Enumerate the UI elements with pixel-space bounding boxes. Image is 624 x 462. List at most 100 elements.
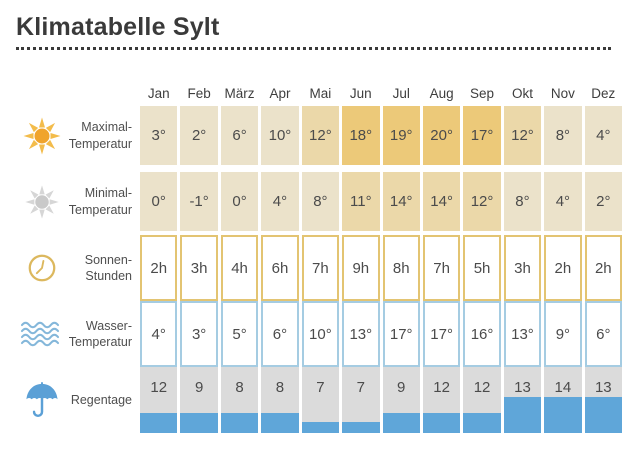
table-cell: 13° bbox=[342, 301, 380, 367]
rain-days-value: 12 bbox=[150, 379, 168, 396]
table-cell: 18° bbox=[342, 106, 380, 165]
header-spacer bbox=[16, 79, 140, 103]
table-cell: 0° bbox=[220, 172, 259, 231]
rain-days-cells: 12 9 8 8 7 7 9 12 12 13 14 13 bbox=[140, 367, 622, 433]
row-label-cell: Minimal- Temperatur bbox=[16, 172, 140, 231]
table-cell: 9 bbox=[180, 367, 218, 433]
rain-amount-bar bbox=[180, 413, 218, 433]
rain-days-value: 9 bbox=[397, 379, 406, 396]
rain-amount-bar bbox=[220, 413, 259, 433]
table-cell: 14° bbox=[382, 172, 420, 231]
table-cell: -1° bbox=[180, 172, 218, 231]
row-label: Regentage bbox=[70, 392, 132, 407]
rain-amount-bar bbox=[422, 413, 461, 433]
clock-icon bbox=[16, 252, 68, 284]
table-cell: 8° bbox=[544, 106, 582, 165]
row-rain-days: Regentage 12 9 8 8 7 7 9 12 12 13 14 13 bbox=[16, 367, 624, 433]
rain-days-value: 13 bbox=[594, 379, 612, 396]
table-cell: 12 bbox=[422, 367, 461, 433]
table-cell: 8 bbox=[261, 367, 299, 433]
row-label: Sonnen- Stunden bbox=[84, 252, 132, 283]
table-cell: 9° bbox=[544, 301, 582, 367]
sun-hours-cells: 2h 3h 4h 6h 7h 9h 8h 7h 5h 3h 2h 2h bbox=[140, 235, 622, 301]
rain-days-value: 8 bbox=[235, 379, 244, 396]
table-cell: 12° bbox=[463, 172, 501, 231]
month-header: Mai bbox=[309, 86, 332, 101]
rain-amount-bar bbox=[503, 397, 542, 433]
table-cell: 12° bbox=[301, 106, 340, 165]
row-label: Minimal- Temperatur bbox=[68, 186, 132, 217]
table-cell: 14 bbox=[544, 367, 582, 433]
table-cell: 17° bbox=[463, 106, 501, 165]
table-cell: 8° bbox=[301, 172, 340, 231]
row-label-cell: Wasser- Temperatur bbox=[16, 301, 140, 367]
table-cell: 9h bbox=[342, 235, 380, 301]
month-header: Apr bbox=[269, 86, 291, 101]
table-cell: 2h bbox=[140, 235, 178, 301]
rain-amount-bar bbox=[382, 413, 420, 433]
table-cell: 7 bbox=[301, 367, 340, 433]
table-cell: 10° bbox=[301, 301, 340, 367]
row-min-temperature: Minimal- Temperatur 0° -1° 0° 4° 8° 11° 14° 14°… bbox=[16, 172, 624, 231]
table-cell: 4° bbox=[544, 172, 582, 231]
month-header: Okt bbox=[511, 86, 533, 101]
title-dotted-rule bbox=[16, 47, 611, 50]
rain-amount-bar bbox=[544, 397, 582, 433]
table-cell: 3h bbox=[503, 235, 542, 301]
month-header: Jul bbox=[392, 86, 410, 101]
table-cell: 12 bbox=[463, 367, 501, 433]
row-label-cell: Sonnen- Stunden bbox=[16, 235, 140, 301]
waves-icon bbox=[16, 320, 68, 348]
table-cell: 3° bbox=[180, 301, 218, 367]
month-header-cells: Jan Feb März Apr Mai Jun Jul Aug Sep Okt Nov Dez bbox=[140, 79, 622, 103]
table-cell: 6° bbox=[220, 106, 259, 165]
page: Klimatabelle Sylt Jan Feb März Apr Mai Jun Jul… bbox=[16, 13, 624, 433]
table-cell: 5° bbox=[220, 301, 259, 367]
table-cell: 0° bbox=[140, 172, 178, 231]
row-label: Wasser- Temperatur bbox=[68, 318, 132, 349]
table-cell: 13 bbox=[584, 367, 622, 433]
page-title: Klimatabelle Sylt bbox=[16, 13, 220, 41]
table-cell: 7h bbox=[301, 235, 340, 301]
row-water-temperature: Wasser- Temperatur 4° 3° 5° 6° 10° 13° 17° 17° 1… bbox=[16, 301, 624, 367]
table-cell: 6° bbox=[584, 301, 622, 367]
rain-days-value: 14 bbox=[554, 379, 572, 396]
sun-dim-icon bbox=[16, 184, 68, 220]
month-header: März bbox=[224, 86, 255, 101]
rain-amount-bar bbox=[463, 413, 501, 433]
table-cell: 8h bbox=[382, 235, 420, 301]
rain-amount-bar bbox=[140, 413, 178, 433]
table-cell: 16° bbox=[463, 301, 501, 367]
table-cell: 2h bbox=[584, 235, 622, 301]
table-cell: 4° bbox=[140, 301, 178, 367]
rain-amount-bar bbox=[301, 422, 340, 433]
rain-days-value: 7 bbox=[356, 379, 365, 396]
water-temperature-cells: 4° 3° 5° 6° 10° 13° 17° 17° 16° 13° 9° 6° bbox=[140, 301, 622, 367]
table-cell: 3° bbox=[140, 106, 178, 165]
rain-days-value: 13 bbox=[514, 379, 531, 396]
table-cell: 12 bbox=[140, 367, 178, 433]
table-cell: 7h bbox=[422, 235, 461, 301]
table-cell: 2° bbox=[180, 106, 218, 165]
table-cell: 5h bbox=[463, 235, 501, 301]
table-cell: 2h bbox=[544, 235, 582, 301]
rain-days-value: 12 bbox=[433, 379, 450, 396]
umbrella-icon bbox=[16, 380, 68, 420]
table-cell: 13 bbox=[503, 367, 542, 433]
table-cell: 6h bbox=[261, 235, 299, 301]
rain-days-value: 12 bbox=[473, 379, 491, 396]
table-cell: 14° bbox=[422, 172, 461, 231]
table-cell: 9 bbox=[382, 367, 420, 433]
sun-icon bbox=[16, 116, 68, 156]
row-label-cell: Regentage bbox=[16, 367, 140, 433]
month-header: Dez bbox=[591, 86, 616, 101]
table-cell: 8 bbox=[220, 367, 259, 433]
table-cell: 4° bbox=[584, 106, 622, 165]
table-cell: 19° bbox=[382, 106, 420, 165]
rain-amount-bar bbox=[584, 397, 622, 433]
max-temperature-cells: 3° 2° 6° 10° 12° 18° 19° 20° 17° 12° 8° 4° bbox=[140, 106, 622, 165]
rain-amount-bar bbox=[342, 422, 380, 433]
month-header: Jun bbox=[349, 86, 372, 101]
table-cell: 3h bbox=[180, 235, 218, 301]
table-cell: 6° bbox=[261, 301, 299, 367]
